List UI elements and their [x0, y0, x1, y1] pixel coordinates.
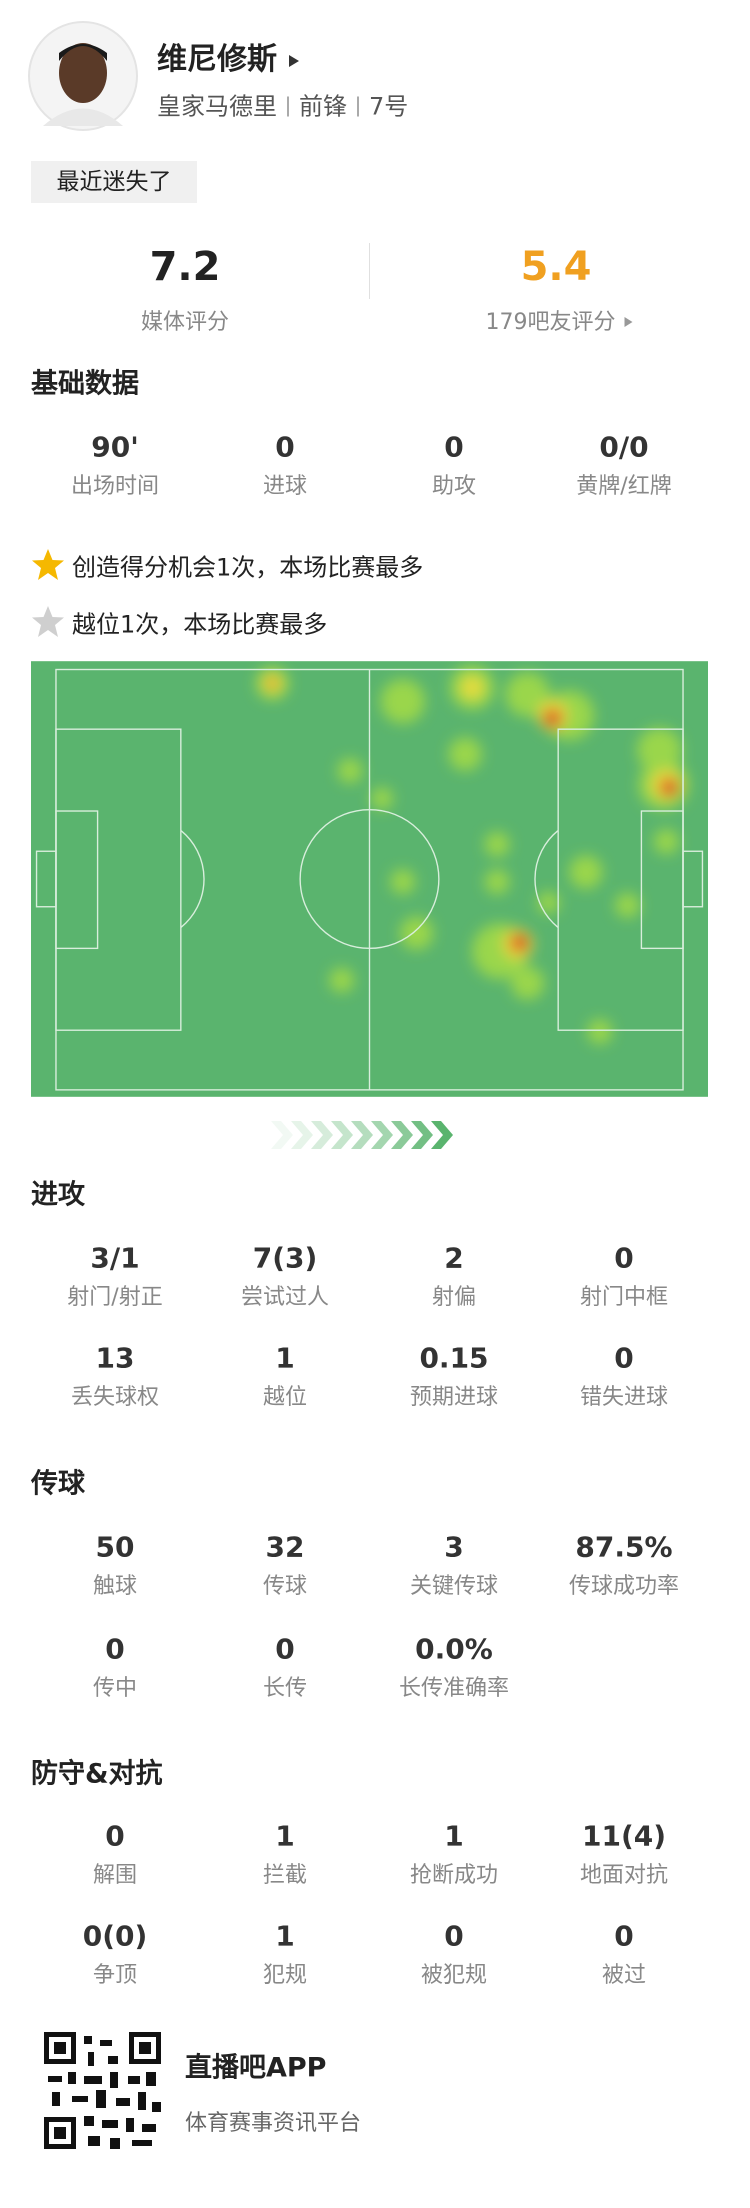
- stat-label: 长传: [262, 1676, 308, 1701]
- stat-label: 预期进球: [409, 1385, 499, 1410]
- stat-value: 32: [265, 1530, 305, 1564]
- arrow-icon: [624, 317, 633, 327]
- stat-label: 传球成功率: [568, 1574, 680, 1599]
- stat-value: 11(4): [581, 1819, 667, 1853]
- star-silver: [32, 606, 64, 637]
- stat-value: 3: [444, 1530, 464, 1564]
- star-gold: [32, 549, 64, 580]
- stat-label: 犯规: [262, 1963, 308, 1988]
- section-title: 传球: [31, 1468, 85, 1500]
- avatar: [28, 21, 138, 131]
- stat-value: 0: [614, 1919, 634, 1953]
- stat-value: 1: [275, 1819, 295, 1853]
- stat-label: 黄牌/红牌: [576, 474, 672, 499]
- stat-label: 传球: [262, 1574, 308, 1599]
- stat-label: 被犯规: [420, 1963, 488, 1988]
- qr-code: [44, 2032, 161, 2149]
- stat-label: 抢断成功: [409, 1863, 499, 1888]
- stat-label: 争顶: [92, 1963, 138, 1988]
- stat-value: 1: [275, 1919, 295, 1953]
- stat-label: 出场时间: [70, 474, 160, 499]
- stat-value: 0: [105, 1819, 125, 1853]
- stat-value: 0: [614, 1341, 634, 1375]
- media-rating-label: 媒体评分: [140, 310, 230, 335]
- player-info: 皇家马德里 前锋 7号: [157, 92, 409, 121]
- stat-label: 长传准确率: [398, 1676, 510, 1701]
- stat-label: 解围: [92, 1863, 138, 1888]
- app-slogan: 体育赛事资讯平台: [185, 2111, 362, 2136]
- app-name: 直播吧APP: [185, 2052, 327, 2084]
- direction-arrows: [271, 1121, 453, 1149]
- arrow-icon: [289, 55, 300, 67]
- stat-value: 0: [275, 430, 295, 464]
- stat-label: 进球: [262, 474, 308, 499]
- stat-label: 关键传球: [409, 1574, 499, 1599]
- stat-value: 0: [444, 430, 464, 464]
- stat-label: 地面对抗: [579, 1863, 669, 1888]
- stat-value: 0: [444, 1919, 464, 1953]
- stat-label: 被过: [601, 1963, 647, 1988]
- stat-label: 助攻: [431, 474, 477, 499]
- stat-value: 0/0: [599, 430, 649, 464]
- stat-label: 错失进球: [579, 1385, 669, 1410]
- stat-label: 丢失球权: [70, 1385, 160, 1410]
- stat-label: 拦截: [262, 1863, 308, 1888]
- stat-label: 射门/射正: [67, 1285, 163, 1310]
- stat-value: 0: [275, 1632, 295, 1666]
- stat-label: 射偏: [431, 1285, 477, 1310]
- heatmap: [31, 661, 708, 1097]
- stat-label: 越位: [262, 1385, 308, 1410]
- stat-value: 0.15: [419, 1341, 489, 1375]
- highlight: 创造得分机会1次，本场比赛最多: [72, 553, 424, 582]
- player-name: 维尼修斯: [157, 34, 301, 78]
- stat-value: 87.5%: [575, 1530, 673, 1564]
- stat-value: 0(0): [82, 1919, 148, 1953]
- stat-label: 传中: [92, 1676, 138, 1701]
- stat-value: 1: [275, 1341, 295, 1375]
- fan-rating-label[interactable]: 179吧友评分: [486, 304, 635, 336]
- stat-value: 1: [444, 1819, 464, 1853]
- highlight: 越位1次，本场比赛最多: [72, 610, 328, 639]
- stat-value: 0: [614, 1241, 634, 1275]
- media-rating: 7.2: [149, 244, 221, 290]
- stat-value: 90': [91, 430, 139, 464]
- player-tag: 最近迷失了: [31, 161, 197, 203]
- stat-value: 7(3): [252, 1241, 318, 1275]
- stat-value: 13: [95, 1341, 135, 1375]
- divider: [369, 243, 370, 299]
- stat-value: 0.0%: [415, 1632, 493, 1666]
- fan-rating: 5.4: [520, 244, 592, 290]
- stat-value: 3/1: [90, 1241, 140, 1275]
- stat-label: 触球: [92, 1574, 138, 1599]
- section-title: 基础数据: [31, 368, 139, 400]
- section-title: 进攻: [31, 1179, 85, 1211]
- stat-value: 0: [105, 1632, 125, 1666]
- stat-value: 2: [444, 1241, 464, 1275]
- stat-label: 射门中框: [579, 1285, 669, 1310]
- stat-label: 尝试过人: [240, 1285, 330, 1310]
- stat-value: 50: [95, 1530, 135, 1564]
- section-title: 防守&对抗: [31, 1758, 163, 1790]
